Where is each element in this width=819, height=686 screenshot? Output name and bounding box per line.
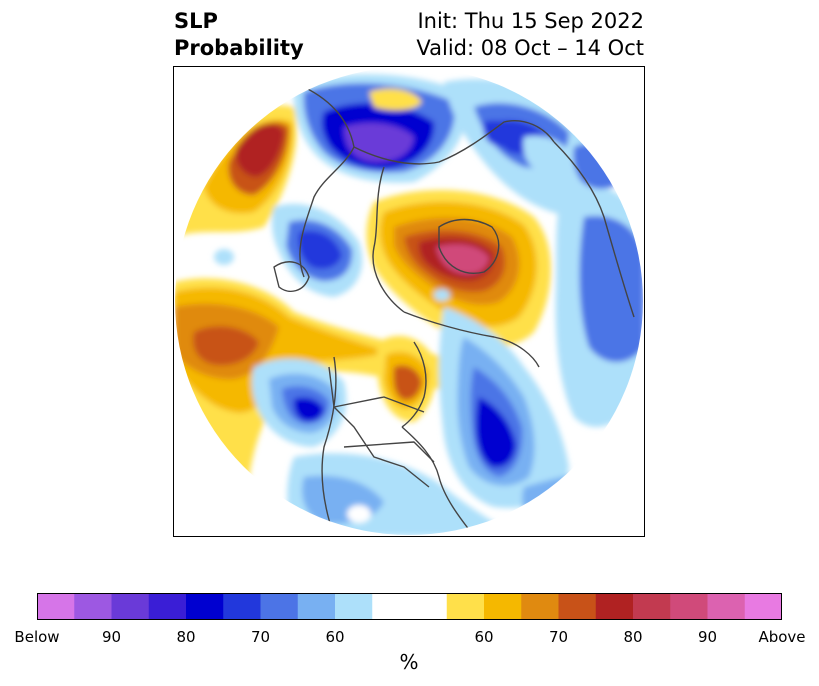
colorbar-tick-label: 70 [250, 628, 271, 646]
probability-map [173, 66, 645, 537]
below-region [476, 397, 516, 468]
colorbar-segment [186, 593, 224, 620]
colorbar-tick-label: 90 [101, 628, 122, 646]
colorbar-outline [37, 593, 782, 620]
coastline [438, 218, 500, 274]
below-region [434, 289, 450, 301]
below-region [214, 249, 234, 265]
valid-range: Valid: 08 Oct – 14 Oct [416, 36, 644, 60]
colorbar-tick-label: 90 [697, 628, 718, 646]
coastline [273, 261, 310, 293]
colorbar-segment [372, 593, 410, 620]
below-region [298, 230, 342, 269]
colorbar-tick-label: 60 [474, 628, 494, 646]
below-region [344, 122, 414, 163]
colorbar-unit: % [399, 650, 419, 674]
init-date: Init: Thu 15 Sep 2022 [417, 9, 644, 33]
colorbar-segment [148, 593, 187, 620]
colorbar-segment [111, 593, 150, 620]
colorbar-segment [558, 593, 597, 620]
forecast-info: Init: Thu 15 Sep 2022 Valid: 08 Oct – 14… [416, 8, 644, 62]
neutral-region [347, 505, 371, 523]
title-line-2: Probability [174, 36, 304, 60]
colorbar-segment [74, 593, 112, 620]
colorbar-segment [335, 593, 373, 620]
colorbar-segment [297, 593, 336, 620]
colorbar-segment [409, 593, 448, 620]
below-region [579, 216, 643, 362]
colorbar-segment [707, 593, 746, 620]
coastline [353, 120, 555, 165]
colorbar [37, 593, 782, 620]
colorbar-segment [633, 593, 671, 620]
colorbar-segment [744, 593, 782, 620]
colorbar-segment [260, 593, 299, 620]
coastline [321, 356, 337, 535]
colorbar-tick-label: Above [758, 628, 806, 646]
below-region [293, 397, 324, 422]
colorbar-segment [670, 593, 708, 620]
coastline [401, 341, 427, 428]
colorbar-segment [595, 593, 634, 620]
title-line-1: SLP [174, 9, 218, 33]
map-canvas [175, 67, 643, 535]
above-region [436, 244, 489, 275]
colorbar-segment [223, 593, 261, 620]
below-region [523, 135, 574, 173]
coastline [403, 311, 540, 368]
coastline [333, 396, 425, 413]
above-region [369, 88, 422, 111]
above-region [235, 123, 284, 177]
colorbar-tick-label: 60 [325, 628, 345, 646]
colorbar-tick-label: 80 [623, 628, 643, 646]
coastline [299, 86, 355, 278]
coastline [401, 426, 475, 535]
probability-fields [175, 67, 643, 535]
coastline [328, 366, 430, 488]
below-region [483, 120, 522, 147]
colorbar-segment [37, 593, 75, 620]
coastline [553, 141, 635, 318]
coastline [372, 166, 405, 313]
above-region [393, 365, 422, 401]
colorbar-tick-label: 70 [548, 628, 569, 646]
colorbar-tick-label: Below [14, 628, 60, 646]
colorbar-tick-label: 80 [176, 628, 196, 646]
colorbar-segment [484, 593, 522, 620]
colorbar-segment [446, 593, 485, 620]
chart-title: SLP Probability [174, 8, 304, 62]
above-region [193, 326, 259, 366]
coastline [343, 441, 435, 463]
colorbar-segment [521, 593, 559, 620]
